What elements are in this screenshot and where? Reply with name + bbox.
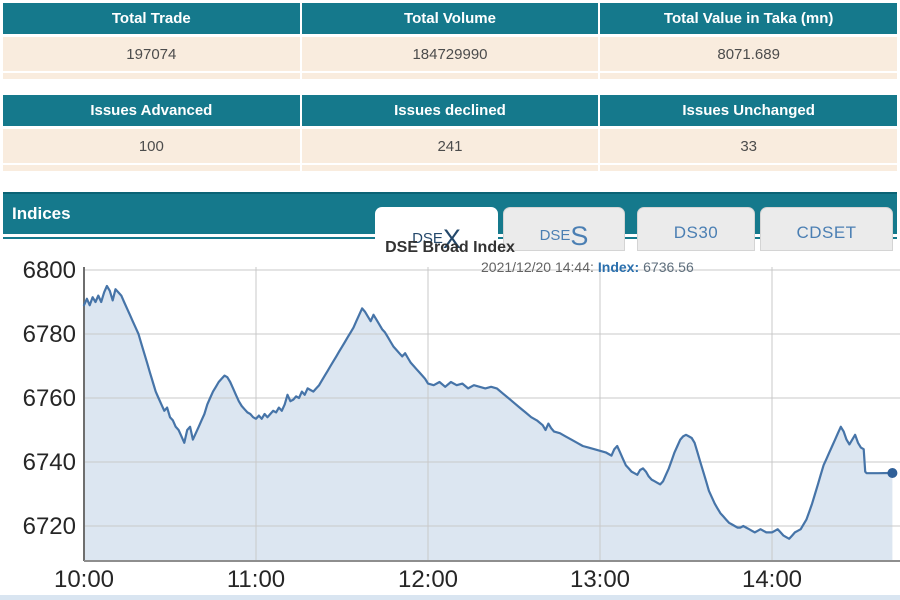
tab-dses-label-suffix: S	[570, 221, 589, 252]
annotation-series-label: Index:	[597, 259, 640, 275]
total-value-value: 8071.689	[600, 37, 897, 71]
trade-summary-table: Total Trade Total Volume Total Value in …	[3, 3, 897, 79]
tab-dses-label: DSE	[539, 227, 571, 244]
index-area-chart[interactable]: 6800 6780 6760 6740 6720 10:00 11:00 12:00 13:00…	[0, 255, 900, 600]
svg-text:6800: 6800	[23, 257, 76, 284]
issues-summary-table: Issues Advanced Issues declined Issues U…	[3, 95, 897, 171]
tab-dsex-label-suffix: X	[442, 224, 461, 255]
svg-text:6760: 6760	[23, 385, 76, 412]
issues-unchanged-value: 33	[600, 129, 897, 163]
issues-declined-value: 241	[301, 129, 599, 163]
annotation-value: 6736.56	[643, 259, 694, 275]
total-value-header: Total Value in Taka (mn)	[600, 3, 897, 34]
svg-text:14:00: 14:00	[742, 566, 802, 593]
annotation-datetime: 2021/12/20 14:44:	[481, 259, 594, 275]
issues-summary-value-row: 100 241 33	[3, 129, 897, 163]
svg-text:6740: 6740	[23, 449, 76, 476]
issues-advanced-value: 100	[3, 129, 300, 163]
total-trade-value: 197074	[3, 37, 300, 71]
svg-text:11:00: 11:00	[227, 566, 285, 593]
chart-annotation: 2021/12/20 14:44: Index: 6736.56	[481, 259, 694, 275]
chart-title: DSE Broad Index	[385, 239, 515, 256]
total-volume-value: 184729990	[301, 37, 599, 71]
issues-advanced-header: Issues Advanced	[3, 95, 300, 126]
svg-text:12:00: 12:00	[398, 566, 458, 593]
svg-text:10:00: 10:00	[54, 566, 114, 593]
issues-unchanged-header: Issues Unchanged	[600, 95, 897, 126]
tab-dsex[interactable]: DSE X	[375, 207, 498, 253]
tab-ds30-label: DS30	[673, 223, 719, 242]
trade-summary-header-row: Total Trade Total Volume Total Value in …	[3, 3, 897, 34]
tab-ds30[interactable]: DS30	[637, 207, 755, 251]
issues-summary-header-row: Issues Advanced Issues declined Issues U…	[3, 95, 897, 126]
trade-summary-footer-strip	[3, 73, 897, 79]
total-volume-header: Total Volume	[301, 3, 599, 34]
tab-dses[interactable]: DSE S	[503, 207, 625, 251]
bottom-divider-strip	[0, 595, 900, 600]
indices-section-title: Indices	[12, 204, 71, 223]
trade-summary-value-row: 197074 184729990 8071.689	[3, 37, 897, 71]
last-point-marker	[887, 468, 898, 478]
tab-cdset[interactable]: CDSET	[760, 207, 893, 251]
tab-dsex-label: DSE	[412, 230, 443, 247]
svg-text:6780: 6780	[23, 321, 76, 348]
issues-summary-footer-strip	[3, 165, 897, 171]
issues-declined-header: Issues declined	[301, 95, 599, 126]
total-trade-header: Total Trade	[3, 3, 300, 34]
tab-cdset-label: CDSET	[796, 223, 857, 242]
svg-text:13:00: 13:00	[570, 566, 630, 593]
svg-text:6720: 6720	[23, 513, 76, 540]
